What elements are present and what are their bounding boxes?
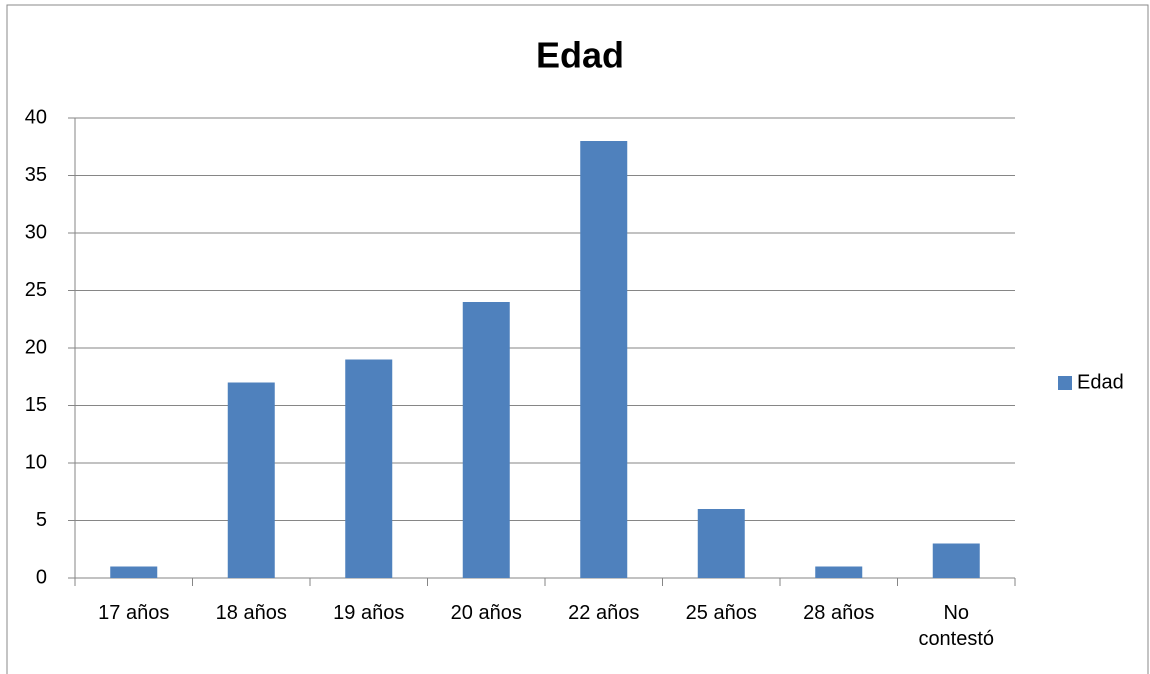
chart-border [6,4,1149,674]
x-tick-label: 19 años [333,602,405,624]
x-tick-label: 20 años [450,602,522,624]
bar [227,382,275,578]
legend-label: Edad [1077,371,1124,393]
bar [110,566,158,578]
x-tick-label: 25 años [685,602,757,624]
legend-swatch [1058,376,1072,390]
y-tick-label: 35 [25,164,47,186]
bar [932,543,980,578]
bar [815,566,863,578]
x-tick-label: No contestó [918,602,995,650]
bar [345,359,393,578]
x-tick-label: 17 años [98,602,170,624]
y-tick-label: 5 [36,509,47,531]
y-tick-label: 10 [25,451,47,473]
x-tick-label: 18 años [215,602,287,624]
chart-title: Edad [536,35,624,76]
bar [462,302,510,578]
y-tick-label: 0 [36,566,47,588]
x-tick-label: 22 años [568,602,640,624]
y-tick-label: 20 [25,336,47,358]
x-tick-label: 28 años [803,602,875,624]
y-tick-label: 25 [25,279,47,301]
bar [697,509,745,578]
y-tick-label: 15 [25,394,47,416]
bar [580,141,628,578]
y-tick-label: 40 [25,106,47,128]
y-tick-label: 30 [25,221,47,243]
